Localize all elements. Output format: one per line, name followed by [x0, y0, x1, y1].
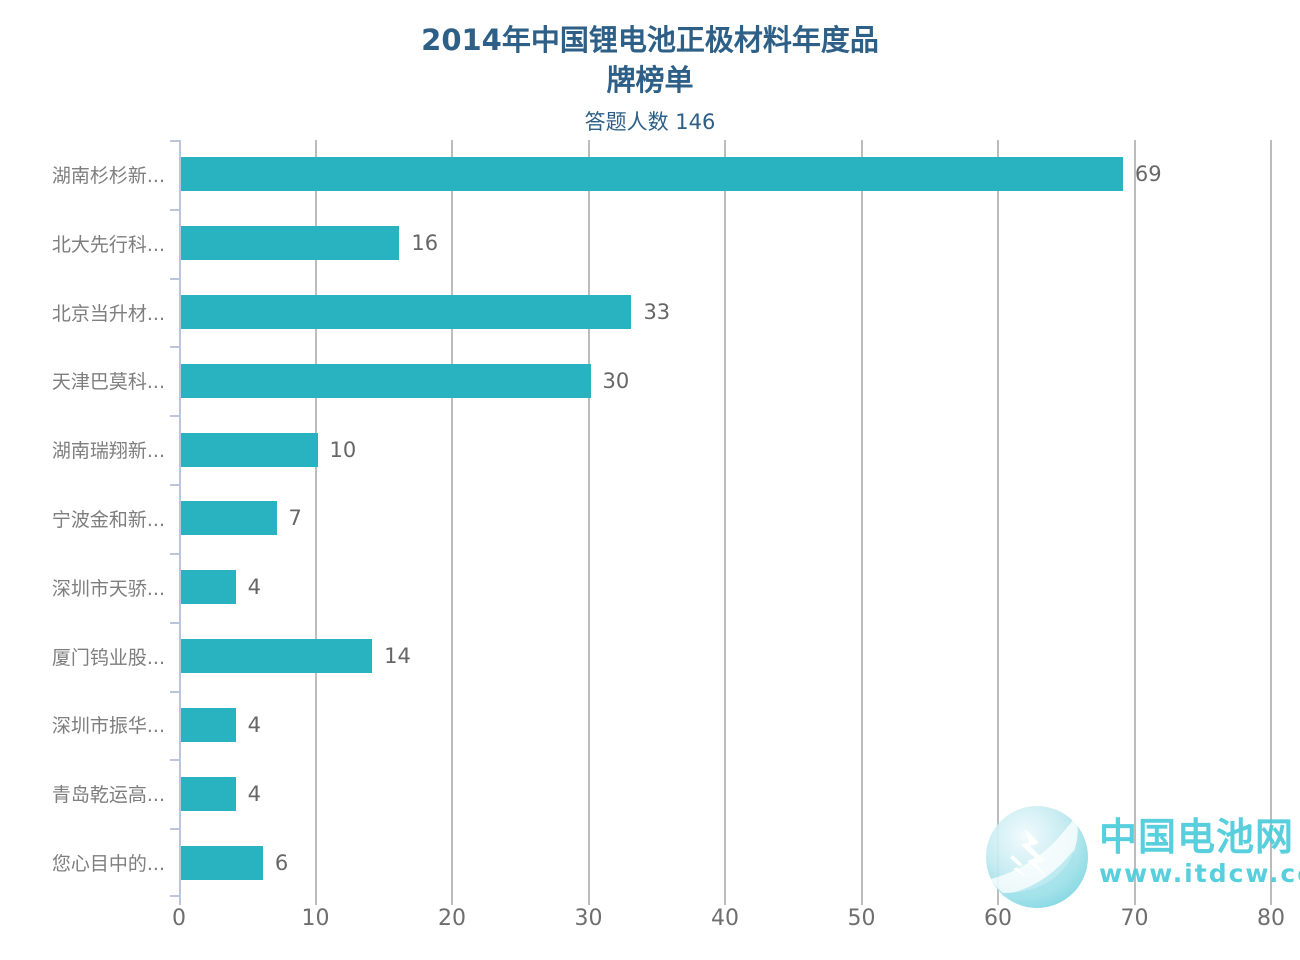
x-axis-tick-label: 10	[301, 906, 330, 931]
y-axis-tick	[170, 828, 179, 831]
category-label: 您心目中的...	[51, 853, 165, 876]
bar	[181, 226, 400, 261]
category-label: 湖南杉杉新...	[51, 164, 165, 187]
y-axis-tick	[170, 552, 179, 555]
gridline	[314, 140, 317, 905]
y-axis-tick	[170, 895, 179, 897]
gridline	[1133, 140, 1136, 905]
bar	[181, 157, 1123, 192]
category-label: 北京当升材...	[51, 302, 165, 325]
y-axis-tick	[170, 621, 179, 624]
bar	[181, 295, 632, 330]
gridline	[451, 140, 453, 905]
category-label: 青岛乾运高...	[51, 784, 165, 807]
category-label: 湖南瑞翔新...	[51, 440, 165, 463]
x-axis-tick-label: 20	[438, 906, 466, 931]
bar-row: 宁波金和新... 7	[52, 484, 1271, 553]
x-axis-tick-label: 50	[847, 906, 876, 931]
y-axis-tick	[170, 484, 179, 487]
x-axis-tick-label: 80	[1257, 906, 1285, 931]
category-label: 宁波金和新...	[51, 508, 165, 531]
value-label: 7	[288, 506, 302, 531]
bar-row: 厦门钨业股... 14	[52, 622, 1271, 691]
category-label: 北大先行科...	[51, 233, 165, 256]
bar-row: 深圳市天骄... 4	[52, 553, 1271, 622]
value-label: 16	[411, 231, 439, 256]
y-axis-tick	[170, 140, 179, 142]
bar	[181, 776, 236, 811]
chart-title-line1: 2014年中国锂电池正极材料年度品	[421, 23, 879, 57]
x-axis-tick-label: 70	[1120, 906, 1149, 931]
value-label: 14	[384, 644, 411, 669]
value-label: 69	[1134, 162, 1162, 187]
value-label: 4	[247, 781, 261, 806]
category-label: 天津巴莫科...	[51, 371, 165, 394]
bar	[181, 570, 236, 605]
bar	[181, 845, 263, 880]
gridline	[587, 140, 590, 905]
gridline	[724, 140, 726, 905]
gridline	[1270, 140, 1272, 905]
bar-row: 北京当升材... 33	[52, 278, 1271, 347]
category-label: 深圳市天骄...	[51, 577, 165, 600]
chart-title-line2: 牌榜单	[606, 63, 694, 97]
y-axis-tick	[170, 759, 179, 762]
bar-row: 湖南杉杉新... 69	[52, 140, 1271, 209]
y-axis-tick	[170, 277, 179, 280]
y-axis-tick	[170, 346, 179, 349]
y-axis-tick	[170, 208, 179, 211]
x-axis-tick-label: 0	[172, 906, 186, 931]
bar	[181, 363, 591, 398]
chart-subtitle: 答题人数 146	[584, 110, 716, 134]
value-label: 4	[247, 575, 261, 600]
x-axis-tick-label: 60	[984, 906, 1012, 931]
bar-rows: 湖南杉杉新... 69 北大先行科... 16 北京当升材... 33 天津巴莫科... 30…	[52, 140, 1271, 897]
bar	[181, 501, 277, 536]
chart-title-block: 2014年中国锂电池正极材料年度品 牌榜单 答题人数 146	[0, 20, 1300, 136]
x-axis-tick-label: 40	[711, 906, 739, 931]
plot-area: 湖南杉杉新... 69 北大先行科... 16 北京当升材... 33 天津巴莫科... 30…	[52, 140, 1285, 931]
bar-row: 您心目中的... 6	[52, 828, 1271, 897]
category-label: 深圳市振华...	[51, 715, 165, 738]
value-label: 6	[274, 850, 289, 875]
bar	[181, 639, 373, 674]
category-label: 厦门钨业股...	[51, 646, 165, 669]
bar-row: 北大先行科... 16	[52, 209, 1271, 278]
y-axis-tick	[170, 415, 179, 418]
value-label: 10	[329, 437, 357, 462]
bar-row: 青岛乾运高... 4	[52, 759, 1271, 828]
y-axis-line	[179, 140, 181, 905]
bar-row: 湖南瑞翔新... 10	[52, 415, 1271, 484]
bar	[181, 432, 318, 467]
bar-row: 天津巴莫科... 30	[52, 346, 1271, 415]
gridline	[997, 140, 999, 905]
value-label: 30	[602, 368, 630, 393]
value-label: 4	[247, 712, 261, 737]
y-axis-tick	[170, 690, 179, 693]
bar-row: 深圳市振华... 4	[52, 691, 1271, 760]
bar	[181, 707, 236, 742]
gridline	[860, 140, 863, 905]
x-axis-tick-label: 30	[574, 906, 603, 931]
value-label: 33	[643, 300, 671, 325]
